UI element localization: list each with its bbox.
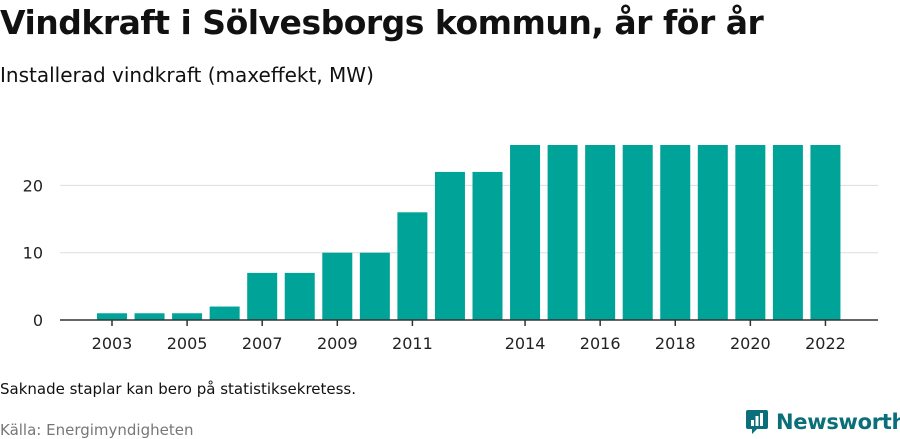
x-tick-label: 2009 [317, 334, 358, 353]
brand-name: Newsworthy [776, 410, 900, 434]
bar-2018 [660, 145, 691, 320]
bar-2021 [772, 145, 803, 320]
bar-2011 [397, 212, 428, 320]
x-tick-label: 2007 [242, 334, 283, 353]
y-tick-label: 0 [33, 311, 43, 330]
x-tick-label: 2014 [505, 334, 546, 353]
bar-2004 [134, 313, 165, 320]
bar-2022 [810, 145, 841, 320]
bar-2009 [322, 252, 353, 320]
bar-2005 [172, 313, 203, 320]
y-tick-label: 10 [23, 244, 43, 263]
bar-2012 [434, 171, 465, 320]
bar-2020 [735, 145, 766, 320]
footnote: Saknade staplar kan bero på statistiksek… [0, 380, 357, 398]
chart-subtitle: Installerad vindkraft (maxeffekt, MW) [0, 63, 374, 87]
bar-2008 [284, 272, 315, 320]
x-tick-label: 2011 [392, 334, 433, 353]
y-tick-label: 20 [23, 176, 43, 195]
x-tick-label: 2003 [92, 334, 133, 353]
x-tick-label: 2018 [655, 334, 696, 353]
bar-2010 [359, 252, 390, 320]
bar-2017 [622, 145, 653, 320]
chart-title: Vindkraft i Sölvesborgs kommun, år för å… [0, 3, 764, 42]
bar-2007 [247, 272, 278, 320]
bar-chart-logo-icon [746, 410, 768, 434]
source-label: Källa: Energimyndigheten [0, 421, 194, 439]
bar-2015 [547, 145, 578, 320]
bar-2014 [510, 145, 541, 320]
bar-2006 [209, 306, 240, 320]
x-tick-label: 2020 [730, 334, 771, 353]
bar-2003 [97, 313, 127, 320]
x-tick-label: 2005 [167, 334, 208, 353]
x-tick-label: 2022 [805, 334, 846, 353]
bar-2016 [585, 145, 616, 320]
brand-logo: Newsworthy [745, 407, 900, 437]
bar-2013 [472, 171, 503, 320]
bar-chart: 0 10 20 2003 2005 2007 2009 2011 2014 2016 2018 202… [23, 145, 878, 353]
x-tick-label: 2016 [580, 334, 621, 353]
bar-2019 [697, 145, 728, 320]
